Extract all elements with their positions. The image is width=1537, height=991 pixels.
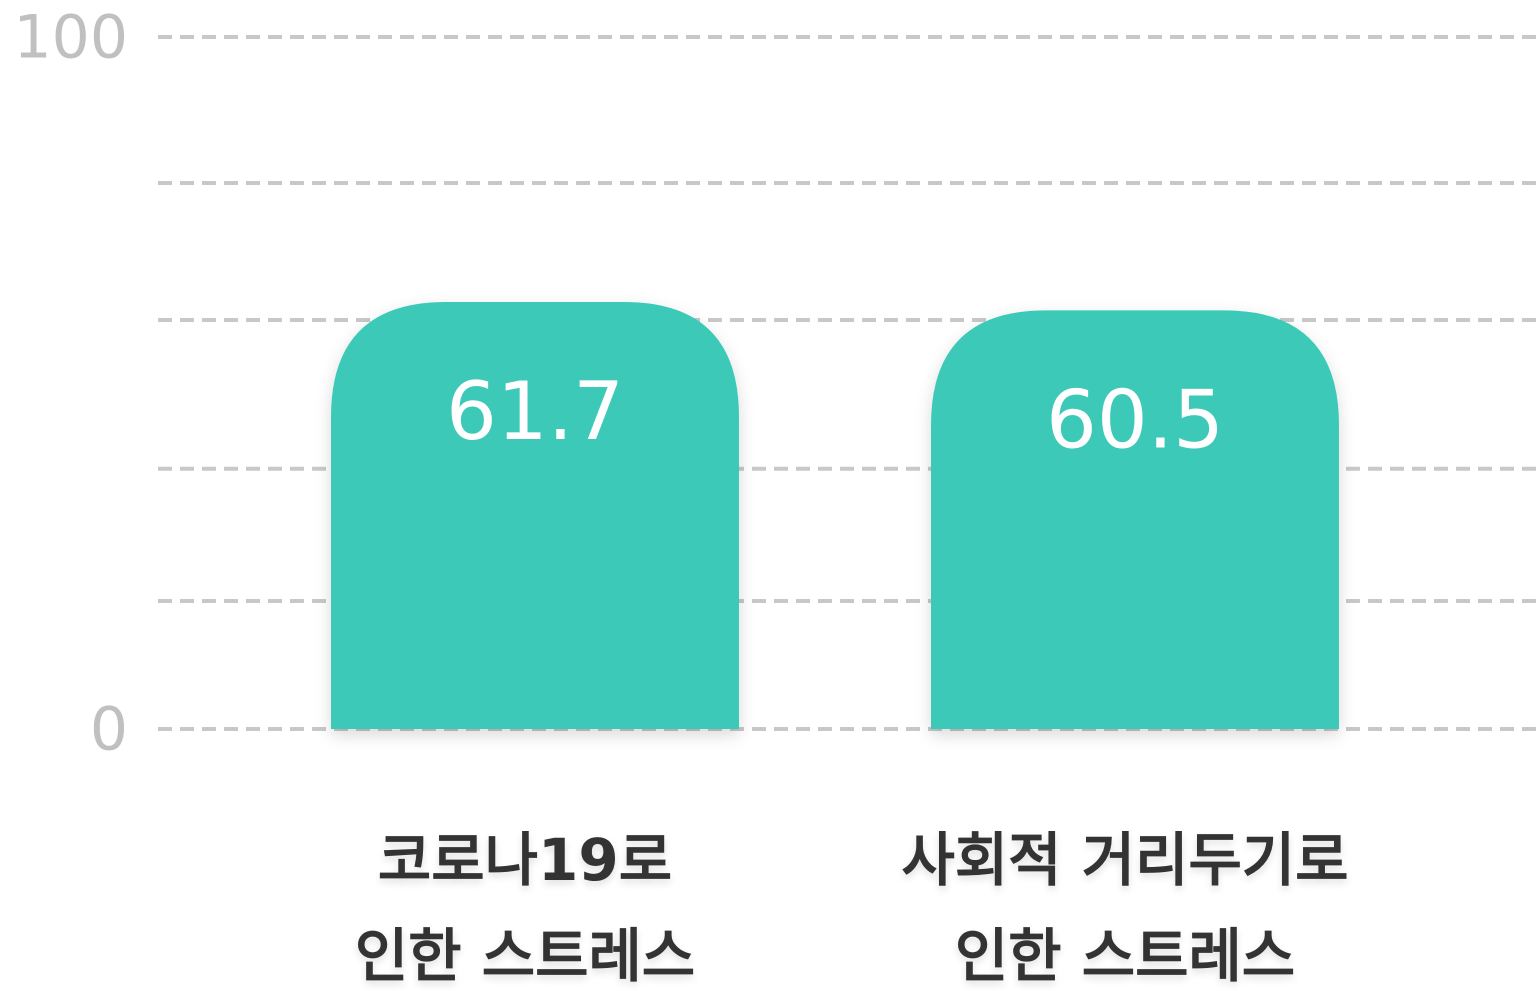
- bar: [331, 302, 739, 729]
- x-tick-label: 코로나19로 인한 스트레스: [354, 826, 696, 990]
- bar: [931, 310, 1339, 729]
- value-label: 61.7: [446, 365, 624, 458]
- y-tick-label: 0: [90, 695, 128, 765]
- x-tick-label: 사회적 거리두기로 인한 스트레스: [901, 826, 1349, 990]
- y-tick-label: 100: [13, 3, 128, 73]
- value-label: 60.5: [1046, 373, 1224, 466]
